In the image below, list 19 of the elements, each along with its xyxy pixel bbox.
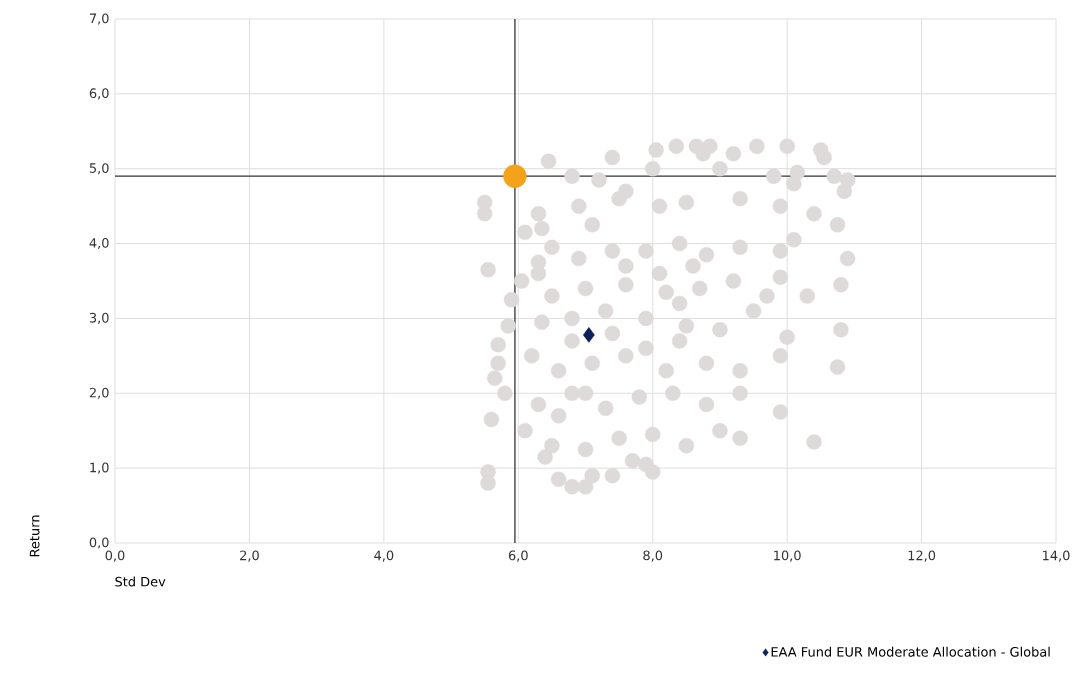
x-axis-title: Std Dev: [115, 576, 166, 587]
x-tick-label: 8,0: [643, 550, 663, 562]
y-axis-title: Return: [29, 515, 40, 557]
y-tick-label: 0,0: [89, 537, 109, 549]
y-tick-label: 4,0: [89, 238, 109, 250]
x-tick-label: 14,0: [1043, 550, 1070, 562]
y-tick-label: 3,0: [89, 312, 109, 324]
x-tick-label: 0,0: [105, 550, 125, 562]
x-tick-label: 6,0: [508, 550, 528, 562]
y-tick-label: 7,0: [89, 13, 109, 25]
y-tick-label: 1,0: [90, 462, 109, 474]
x-tick-label: 12,0: [908, 550, 936, 562]
y-tick-label: 5,0: [89, 163, 109, 175]
y-tick-label: 2,0: [89, 387, 109, 399]
y-tick-label: 6,0: [89, 88, 109, 100]
x-tick-label: 4,0: [374, 550, 394, 562]
legend-label: EAA Fund EUR Moderate Allocation - Global: [771, 646, 1050, 657]
x-tick-label: 2,0: [240, 550, 259, 562]
x-tick-label: 10,0: [774, 550, 801, 562]
